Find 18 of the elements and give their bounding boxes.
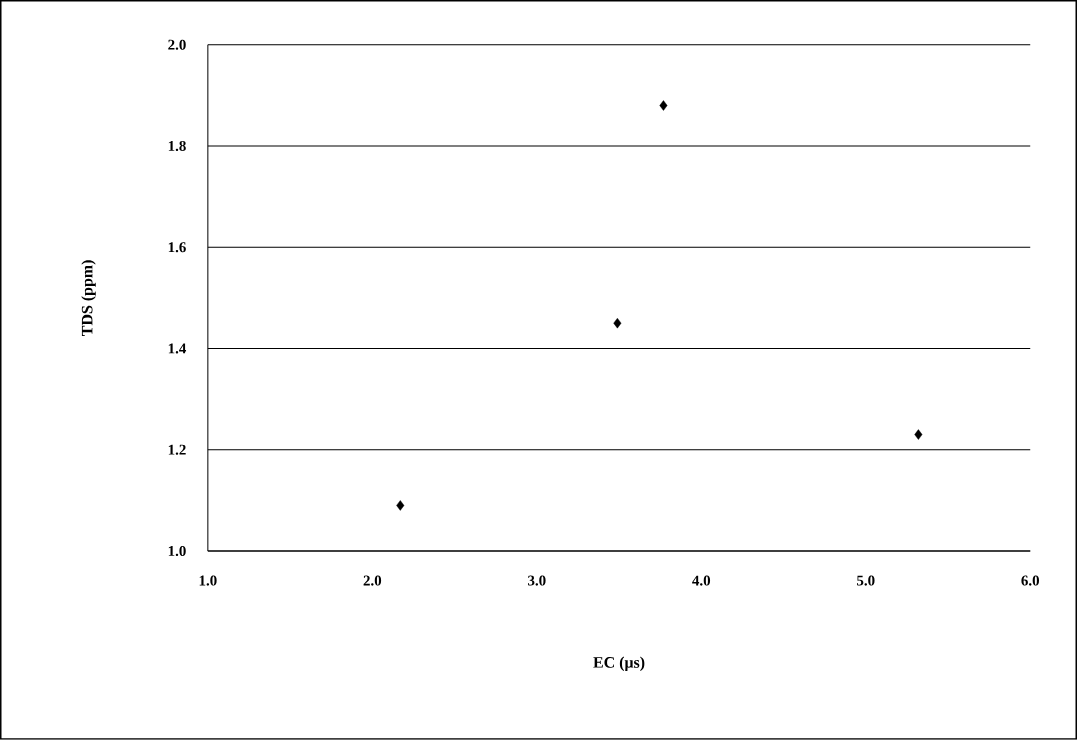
y-tick-label: 2.0 <box>168 39 186 50</box>
point <box>396 500 405 511</box>
x-tick-label: 4.0 <box>692 575 711 586</box>
point <box>659 100 668 111</box>
x-tick-label: 5.0 <box>857 575 875 586</box>
y-tick-label: 1.8 <box>168 141 186 152</box>
y-tick-label: 1.0 <box>168 545 186 557</box>
x-tick-label: 6.0 <box>1021 575 1040 586</box>
y-tick-label: 1.4 <box>168 343 187 354</box>
x-tick-label: 3.0 <box>528 575 546 586</box>
x-tick-label: 2.0 <box>363 575 382 586</box>
point <box>914 429 923 440</box>
y-tick-label: 1.6 <box>168 242 186 253</box>
y-axis-title: TDS (ppm) <box>81 260 96 337</box>
point <box>613 318 622 329</box>
x-axis-title: EC (μs) <box>593 656 645 672</box>
y-tick-label: 1.2 <box>168 444 186 455</box>
x-tick-label: 1.0 <box>199 575 217 586</box>
